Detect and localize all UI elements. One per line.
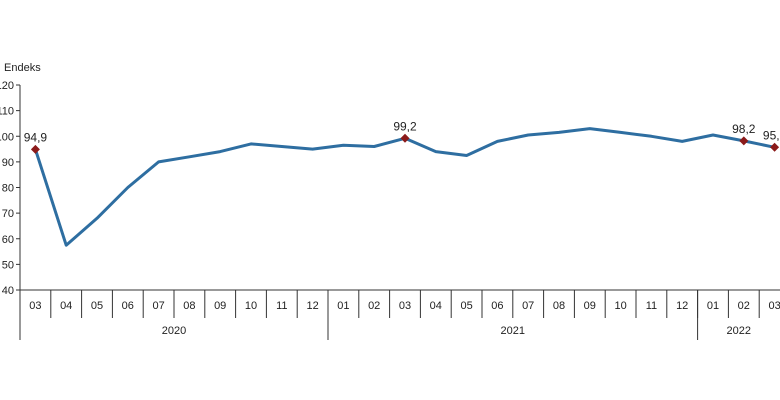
y-tick-label: 100 xyxy=(0,131,14,143)
x-tick-label: 03 xyxy=(399,300,411,312)
x-tick-label: 08 xyxy=(553,300,565,312)
y-tick-label: 80 xyxy=(2,183,14,195)
series-line xyxy=(33,127,777,247)
x-tick-label: 09 xyxy=(584,300,596,312)
data-point-marker xyxy=(30,144,40,154)
x-tick-label: 04 xyxy=(430,300,442,312)
y-tick-label: 40 xyxy=(2,285,14,297)
data-label: 98,2 xyxy=(732,122,756,136)
x-tick-label: 11 xyxy=(646,300,657,312)
marker-layer xyxy=(30,133,780,154)
x-year-label: 2020 xyxy=(162,325,186,337)
x-tick-label: 03 xyxy=(29,300,41,312)
x-tick-label: 05 xyxy=(460,300,472,312)
data-label-layer: 94,9 99,2 98,2 95,7 xyxy=(24,119,780,144)
data-point-marker xyxy=(770,142,780,152)
y-tick-label: 60 xyxy=(2,234,14,246)
x-tick-label: 07 xyxy=(522,300,534,312)
x-tick-label: 06 xyxy=(122,300,134,312)
data-label: 94,9 xyxy=(24,130,48,144)
x-tick-label: 02 xyxy=(738,300,750,312)
x-tick-label: 05 xyxy=(91,300,103,312)
y-tick-label: 110 xyxy=(0,106,14,118)
y-tick-label: 120 xyxy=(0,80,14,92)
series-layer xyxy=(33,127,777,247)
data-label: 99,2 xyxy=(393,119,417,133)
x-tick-label: 10 xyxy=(245,300,257,312)
x-year-label: 2022 xyxy=(727,325,751,337)
y-tick-label: 90 xyxy=(2,157,14,169)
x-year-label: 2021 xyxy=(501,325,525,337)
y-axis-label: Endeks xyxy=(4,62,41,74)
x-tick-label: 11 xyxy=(276,300,287,312)
data-point-marker xyxy=(739,136,749,146)
y-tick-label: 70 xyxy=(2,208,14,220)
x-tick-label: 03 xyxy=(768,300,780,312)
x-axis: 03 04 05 06 07 08 09 10 11 12 01 02 03 04 05 06 07 08 09 10… xyxy=(19,289,780,340)
data-point-marker xyxy=(400,133,410,143)
x-tick-label: 01 xyxy=(707,300,719,312)
y-tick-label: 50 xyxy=(2,259,14,271)
y-axis: 40 50 60 70 80 90 100 110 120 xyxy=(0,80,21,340)
x-tick-label: 04 xyxy=(60,300,72,312)
x-tick-label: 07 xyxy=(152,300,164,312)
x-tick-label: 06 xyxy=(491,300,503,312)
data-label: 95,7 xyxy=(763,128,780,142)
x-tick-label: 10 xyxy=(614,300,626,312)
x-tick-label: 01 xyxy=(337,300,349,312)
x-tick-label: 12 xyxy=(676,300,688,312)
x-tick-label: 09 xyxy=(214,300,226,312)
x-tick-label: 02 xyxy=(368,300,380,312)
x-tick-label: 12 xyxy=(306,300,318,312)
x-tick-label: 08 xyxy=(183,300,195,312)
